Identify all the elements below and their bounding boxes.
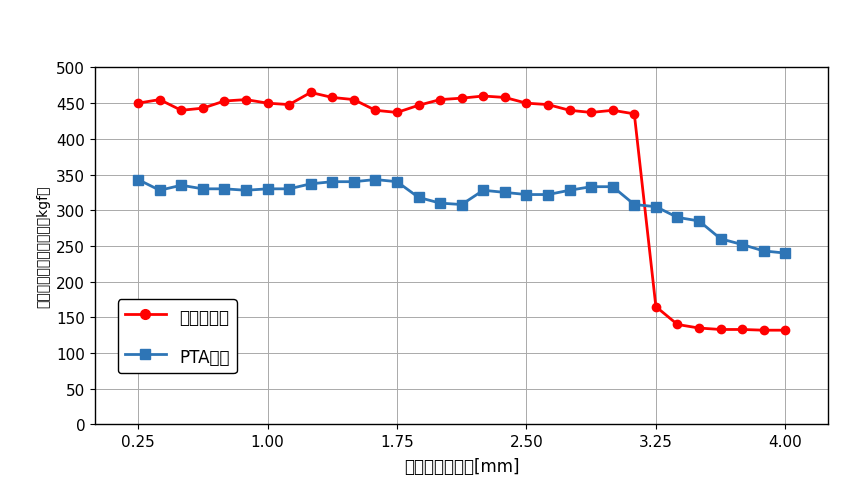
PTA肉盛: [564, 188, 575, 194]
Legend: レーザ肉盛, PTA肉盛: レーザ肉盛, PTA肉盛: [118, 300, 236, 373]
PTA肉盛: [629, 202, 639, 208]
PTA肉盛: [500, 190, 510, 196]
レーザ肉盛: [262, 101, 273, 107]
レーザ肉盛: [780, 327, 791, 333]
PTA肉盛: [478, 188, 488, 194]
Line: PTA肉盛: PTA肉盛: [133, 175, 791, 259]
Y-axis label: ビッカース硬さ（荷重１kgf）: ビッカース硬さ（荷重１kgf）: [36, 185, 51, 307]
レーザ肉盛: [176, 108, 186, 114]
レーザ肉盛: [435, 98, 445, 103]
PTA肉盛: [457, 202, 467, 208]
PTA肉盛: [349, 180, 359, 185]
PTA肉盛: [133, 177, 143, 183]
レーザ肉盛: [133, 101, 143, 107]
PTA肉盛: [715, 236, 726, 242]
PTA肉盛: [608, 184, 618, 190]
PTA肉盛: [154, 188, 165, 194]
PTA肉盛: [543, 192, 553, 198]
PTA肉盛: [241, 188, 251, 194]
レーザ肉盛: [241, 98, 251, 103]
レーザ肉盛: [198, 106, 208, 112]
X-axis label: 表面からの深さ[mm]: 表面からの深さ[mm]: [404, 458, 520, 475]
PTA肉盛: [435, 201, 445, 206]
レーザ肉盛: [457, 96, 467, 102]
レーザ肉盛: [327, 95, 337, 101]
レーザ肉盛: [392, 110, 402, 116]
レーザ肉盛: [349, 98, 359, 103]
レーザ肉盛: [306, 90, 316, 96]
レーザ肉盛: [478, 94, 488, 100]
PTA肉盛: [759, 248, 769, 254]
PTA肉盛: [306, 182, 316, 187]
PTA肉盛: [219, 186, 230, 192]
レーザ肉盛: [564, 108, 575, 114]
PTA肉盛: [737, 242, 747, 248]
PTA肉盛: [413, 195, 424, 201]
PTA肉盛: [586, 184, 596, 190]
PTA肉盛: [327, 180, 337, 185]
レーザ肉盛: [413, 103, 424, 109]
レーザ肉盛: [737, 327, 747, 333]
PTA肉盛: [284, 186, 294, 192]
レーザ肉盛: [284, 102, 294, 108]
レーザ肉盛: [715, 327, 726, 333]
PTA肉盛: [392, 180, 402, 185]
レーザ肉盛: [370, 108, 381, 114]
レーザ肉盛: [608, 108, 618, 114]
PTA肉盛: [780, 251, 791, 257]
レーザ肉盛: [672, 322, 683, 328]
PTA肉盛: [521, 192, 532, 198]
PTA肉盛: [651, 204, 661, 210]
レーザ肉盛: [219, 99, 230, 105]
PTA肉盛: [370, 177, 381, 183]
レーザ肉盛: [543, 102, 553, 108]
レーザ肉盛: [586, 110, 596, 116]
レーザ肉盛: [759, 327, 769, 333]
レーザ肉盛: [154, 98, 165, 103]
PTA肉盛: [262, 186, 273, 192]
レーザ肉盛: [521, 101, 532, 107]
PTA肉盛: [672, 215, 683, 221]
Text: ステライト6肉盛層の断面高度分布: ステライト6肉盛層の断面高度分布: [324, 22, 539, 41]
PTA肉盛: [176, 183, 186, 189]
レーザ肉盛: [651, 304, 661, 310]
PTA肉盛: [198, 186, 208, 192]
レーザ肉盛: [500, 95, 510, 101]
レーザ肉盛: [694, 325, 704, 331]
レーザ肉盛: [629, 112, 639, 118]
Line: レーザ肉盛: レーザ肉盛: [134, 89, 790, 335]
PTA肉盛: [694, 219, 704, 224]
